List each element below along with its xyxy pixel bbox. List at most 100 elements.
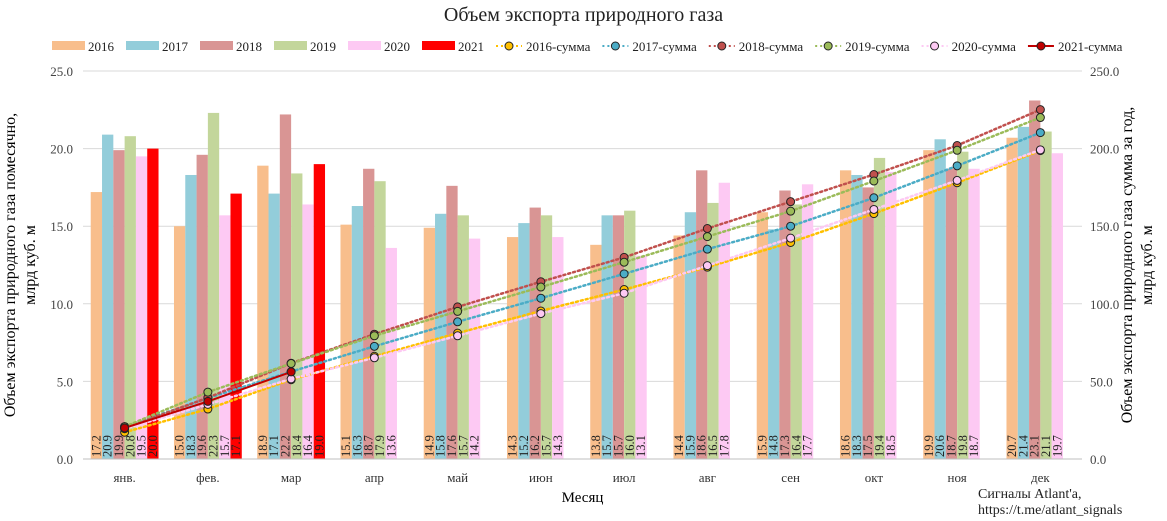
bar-value-label: 14.3	[506, 435, 520, 457]
bar	[173, 226, 186, 459]
bar	[839, 170, 852, 459]
bar	[113, 150, 125, 460]
x-tick-label: сен	[781, 470, 800, 485]
cumulative-point	[536, 293, 546, 303]
y-tick-label-right: 200.0	[1090, 142, 1119, 157]
cumulative-point	[619, 257, 629, 267]
bar-value-label: 17.5	[861, 435, 875, 457]
bar	[768, 229, 780, 459]
legend-marker	[504, 41, 514, 51]
bar-value-label: 18.7	[944, 435, 958, 457]
legend-swatch	[200, 41, 233, 50]
bar	[1051, 153, 1063, 460]
bar-value-label: 20.7	[1005, 435, 1019, 457]
y-tick-label-right: 150.0	[1090, 219, 1119, 234]
bar-value-label: 18.6	[839, 435, 853, 457]
bar	[790, 204, 802, 459]
bar	[124, 136, 136, 459]
bar-value-label: 15.1	[339, 435, 353, 457]
bar	[968, 168, 980, 459]
bar-value-label: 20.0	[146, 435, 160, 457]
bar-value-label: 15.9	[755, 435, 769, 457]
cumulative-point	[869, 176, 879, 186]
bar	[90, 192, 103, 459]
bar	[601, 215, 613, 459]
bar-value-label: 19.8	[956, 435, 970, 457]
bar-value-label: 14.2	[468, 435, 482, 457]
bar-value-label: 18.6	[695, 435, 709, 457]
legend-marker	[930, 41, 940, 51]
bar	[291, 173, 303, 459]
cumulative-point	[536, 282, 546, 292]
legend-marker	[717, 41, 727, 51]
bar	[851, 174, 863, 459]
bar	[707, 202, 719, 460]
cumulative-point	[869, 193, 879, 203]
legend-swatch	[422, 41, 455, 50]
bar-value-label: 16.4	[789, 434, 803, 457]
bar-value-label: 17.1	[267, 435, 281, 457]
bar	[801, 184, 814, 459]
x-axis-label: Месяц	[562, 490, 604, 506]
cumulative-point	[536, 309, 546, 319]
bar-value-label: 14.8	[767, 435, 781, 457]
bar-value-label: 21.4	[1016, 434, 1030, 457]
legend-label: 2017-сумма	[632, 39, 697, 54]
cumulative-point	[453, 317, 463, 327]
bar-value-label: 16.3	[350, 435, 364, 457]
y-tick-label-right: 100.0	[1090, 297, 1119, 312]
bar	[885, 171, 897, 459]
cumulative-point	[952, 161, 962, 171]
bar	[468, 238, 481, 459]
bar	[540, 215, 553, 459]
x-tick-label: июл	[613, 470, 636, 485]
cumulative-point	[786, 206, 796, 216]
bar-value-label: 18.4	[290, 434, 304, 457]
source-credit: Сигналы Atlant'a, https://t.me/atlant_si…	[978, 487, 1122, 519]
bar	[313, 164, 326, 459]
y-axis-right-label: Объем экспорта природного газа сумма за …	[1119, 107, 1156, 424]
bar	[673, 235, 685, 459]
legend: 2016 2017 2018 2019 2020 2021 2016-сумма 2017-с…	[52, 39, 1123, 54]
cumulative-point	[286, 359, 296, 369]
cumulative-point	[952, 145, 962, 155]
bar-value-label: 14.9	[422, 435, 436, 457]
bar-value-label: 20.9	[101, 435, 115, 457]
cumulative-point	[453, 331, 463, 341]
bar	[934, 139, 946, 459]
legend-item: 2018	[200, 39, 262, 54]
legend-label: 2020	[384, 39, 410, 54]
chart-title: Объем экспорта природного газа	[443, 4, 724, 26]
y-tick-label-left: 15.0	[50, 219, 73, 234]
bar-value-label: 13.1	[634, 435, 648, 457]
bar	[873, 157, 886, 460]
bar	[779, 190, 791, 459]
x-tick-label: окт	[865, 470, 884, 485]
bar	[1029, 100, 1041, 459]
legend-item: 2019-сумма	[815, 39, 910, 54]
cumulative-point	[702, 261, 712, 271]
cumulative-point	[786, 221, 796, 231]
x-tick-label: янв.	[113, 470, 135, 485]
y-axis-left-label: Объем экспорта природного газа помесячно…	[2, 113, 39, 417]
y-tick-label-right: 50.0	[1090, 374, 1113, 389]
legend-item: 2018-сумма	[708, 39, 803, 54]
legend-label: 2016-сумма	[526, 39, 591, 54]
bar-value-label: 22.2	[278, 435, 292, 457]
source-line-2: https://t.me/atlant_signals	[978, 503, 1123, 518]
bar-value-label: 19.9	[922, 435, 936, 457]
cumulative-point	[619, 269, 629, 279]
bar	[684, 212, 697, 459]
source-line-1: Сигналы Atlant'a,	[978, 487, 1082, 502]
bar	[552, 237, 564, 459]
cumulative-point	[619, 288, 629, 298]
bar	[230, 193, 242, 459]
bar	[612, 215, 625, 459]
cumulative-point	[702, 232, 712, 242]
bar	[590, 244, 602, 459]
cumulative-lines	[120, 105, 1045, 437]
bar-value-label: 15.8	[434, 435, 448, 457]
cumulative-point	[952, 175, 962, 185]
bar-value-label: 16.5	[706, 435, 720, 457]
bars	[90, 100, 1063, 460]
